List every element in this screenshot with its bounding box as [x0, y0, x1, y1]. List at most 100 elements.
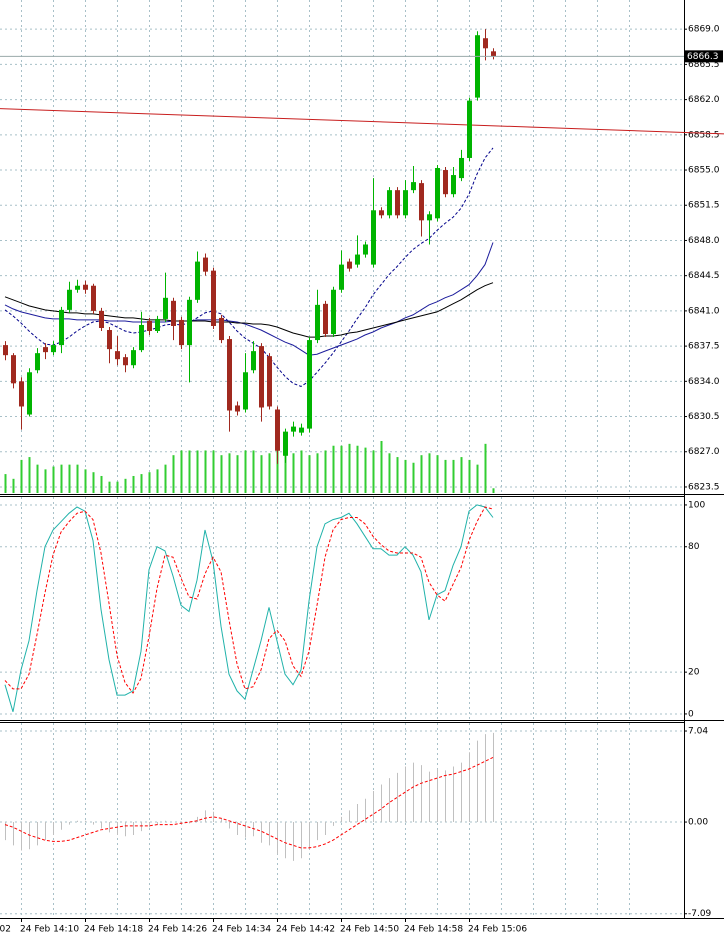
candle-body [323, 303, 328, 335]
y-tick-label: -7.09 [688, 909, 712, 919]
y-tick-label: 7.04 [688, 727, 708, 737]
candle-body [115, 351, 120, 360]
indicator-line [4, 504, 494, 712]
x-tick-label: 24 Feb 14:10 [20, 925, 79, 935]
candle-body [331, 289, 336, 335]
candle-body [11, 355, 16, 384]
y-tick-label: 0 [688, 709, 694, 719]
y-tick-label: 6827.0 [688, 447, 720, 457]
candle-body [99, 310, 104, 328]
candle-body [155, 318, 160, 332]
candle-body [347, 261, 352, 269]
candle-body [19, 381, 24, 407]
candle-body [411, 182, 416, 191]
candle-body [403, 190, 408, 216]
x-tick-label-partial: 02 [0, 925, 11, 935]
candle-body [259, 346, 264, 408]
candle-body [163, 297, 168, 319]
y-tick-label: 6869.0 [688, 25, 720, 35]
y-tick-label: 20 [688, 668, 700, 678]
indicator-line [4, 147, 494, 387]
candle-body [139, 324, 144, 351]
y-tick-label: 0.00 [688, 818, 708, 828]
candle-body [107, 330, 112, 350]
y-tick-label: 6844.5 [688, 271, 720, 281]
candle-body [131, 350, 136, 366]
candle-body [355, 254, 360, 265]
y-tick-label: 6823.5 [688, 482, 720, 492]
candle-body [75, 285, 80, 290]
candle-body [211, 270, 216, 326]
x-tick-label: 24 Feb 14:42 [276, 925, 335, 935]
candle-body [467, 100, 472, 158]
candle-body [187, 299, 192, 346]
candle-body [275, 409, 280, 451]
y-tick-label: 6855.0 [688, 166, 720, 176]
candle-body [371, 210, 376, 265]
x-tick-label: 24 Feb 14:34 [212, 925, 271, 935]
indicator-line [4, 756, 494, 849]
candle-body [91, 285, 96, 311]
y-tick-label: 100 [688, 500, 705, 510]
y-tick-label: 6830.5 [688, 412, 720, 422]
x-tick-label: 24 Feb 15:06 [468, 925, 527, 935]
y-tick-label: 6841.0 [688, 306, 720, 316]
candle-body [27, 372, 32, 415]
candle-body [435, 168, 440, 219]
candle-body [443, 170, 448, 195]
candle-body [203, 257, 208, 272]
candle-body [59, 309, 64, 346]
indicator-line [4, 282, 494, 338]
candle-body [363, 244, 368, 255]
trendline [0, 108, 724, 135]
y-tick-label: 6858.5 [688, 130, 720, 140]
candle-body [299, 427, 304, 433]
candle-body [395, 190, 400, 216]
candle-body [307, 340, 312, 429]
y-tick-label: 6865.5 [688, 60, 720, 70]
candle-body [315, 304, 320, 341]
candle-body [483, 38, 488, 49]
candle-body [43, 347, 48, 353]
candle-body [219, 317, 224, 341]
candle-body [283, 431, 288, 456]
candle-body [475, 35, 480, 98]
y-tick-label: 6851.5 [688, 201, 720, 211]
candle-body [267, 356, 272, 407]
candle-body [291, 426, 296, 432]
candle-body [35, 353, 40, 371]
candle-body [67, 289, 72, 310]
candle-body [387, 190, 392, 216]
candle-body [243, 372, 248, 410]
candle-body [123, 357, 128, 366]
candle-body [419, 183, 424, 221]
current-price-box [685, 50, 723, 63]
x-tick-label: 24 Feb 14:50 [340, 925, 399, 935]
candle-body [491, 51, 496, 57]
candle-body [171, 300, 176, 326]
candle-body [379, 210, 384, 216]
candle-body [83, 284, 88, 290]
x-tick-label: 24 Feb 14:26 [148, 925, 207, 935]
candle-body [251, 351, 256, 371]
x-tick-label: 24 Feb 14:58 [404, 925, 463, 935]
candle-body [235, 405, 240, 412]
candle-body [147, 320, 152, 332]
candle-body [459, 157, 464, 179]
y-tick-label: 80 [688, 542, 700, 552]
candle-body [51, 345, 56, 353]
candle-body [339, 264, 344, 290]
y-tick-label: 6837.5 [688, 342, 720, 352]
candle-body [227, 339, 232, 411]
y-tick-label: 6834.0 [688, 377, 720, 387]
candle-body [3, 345, 8, 356]
candle-body [451, 175, 456, 195]
candle-body [427, 214, 432, 221]
indicator-line [4, 242, 494, 356]
indicator-line [4, 506, 494, 694]
current-price-label: 6866.3 [687, 52, 719, 62]
y-tick-label: 6862.0 [688, 95, 720, 105]
